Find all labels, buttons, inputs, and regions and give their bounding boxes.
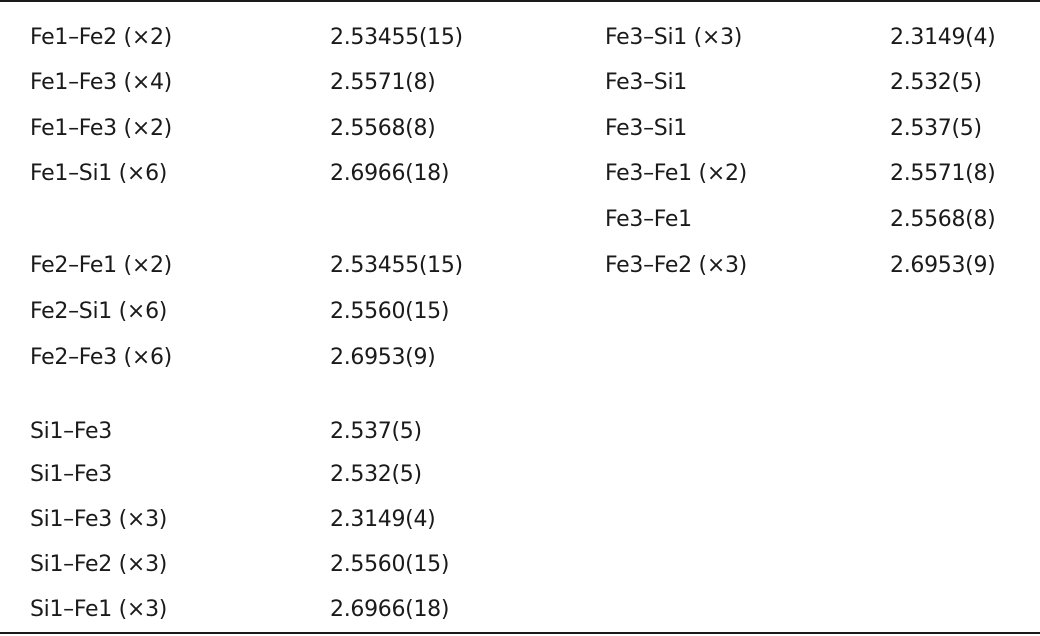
bond-distance: 2.532(5) xyxy=(330,462,422,487)
bond-distance: 2.5568(8) xyxy=(890,207,996,232)
bond-label: Fe1–Fe3 (×2) xyxy=(30,116,172,141)
bond-label: Fe2–Fe1 (×2) xyxy=(30,253,172,278)
bond-label: Fe2–Fe3 (×6) xyxy=(30,345,172,370)
bond-label: Si1–Fe3 (×3) xyxy=(30,507,168,532)
bond-distance: 2.6953(9) xyxy=(330,345,436,370)
bond-distance: 2.53455(15) xyxy=(330,25,463,50)
bond-distance: 2.53455(15) xyxy=(330,253,463,278)
bond-label: Fe3–Fe1 (×2) xyxy=(605,161,747,186)
bond-label: Fe3–Si1 (×3) xyxy=(605,25,743,50)
bond-distance: 2.6953(9) xyxy=(890,253,996,278)
bond-distance: 2.5560(15) xyxy=(330,299,450,324)
bond-label: Fe1–Si1 (×6) xyxy=(30,161,168,186)
bond-label: Si1–Fe3 xyxy=(30,462,112,487)
bond-label: Si1–Fe3 xyxy=(30,419,112,444)
bond-distance: 2.5571(8) xyxy=(330,70,436,95)
bond-distance: 2.5560(15) xyxy=(330,552,450,577)
bond-label: Fe3–Fe1 xyxy=(605,207,692,232)
bond-label: Fe2–Si1 (×6) xyxy=(30,299,168,324)
bond-distance: 2.5568(8) xyxy=(330,116,436,141)
bond-distance: 2.537(5) xyxy=(890,116,982,141)
bond-distance: 2.6966(18) xyxy=(330,597,450,622)
bond-distance: 2.3149(4) xyxy=(330,507,436,532)
bond-label: Fe1–Fe2 (×2) xyxy=(30,25,172,50)
bottom-rule xyxy=(0,632,1040,634)
bond-label: Fe3–Si1 xyxy=(605,70,687,95)
bond-label: Fe1–Fe3 (×4) xyxy=(30,70,172,95)
bond-distance: 2.537(5) xyxy=(330,419,422,444)
bond-distance: 2.3149(4) xyxy=(890,25,996,50)
bond-distance: 2.5571(8) xyxy=(890,161,996,186)
bond-label: Si1–Fe1 (×3) xyxy=(30,597,168,622)
bond-label: Fe3–Si1 xyxy=(605,116,687,141)
bond-distance: 2.6966(18) xyxy=(330,161,450,186)
bond-label: Si1–Fe2 (×3) xyxy=(30,552,168,577)
bond-distance: 2.532(5) xyxy=(890,70,982,95)
top-rule xyxy=(0,0,1040,2)
bond-label: Fe3–Fe2 (×3) xyxy=(605,253,747,278)
